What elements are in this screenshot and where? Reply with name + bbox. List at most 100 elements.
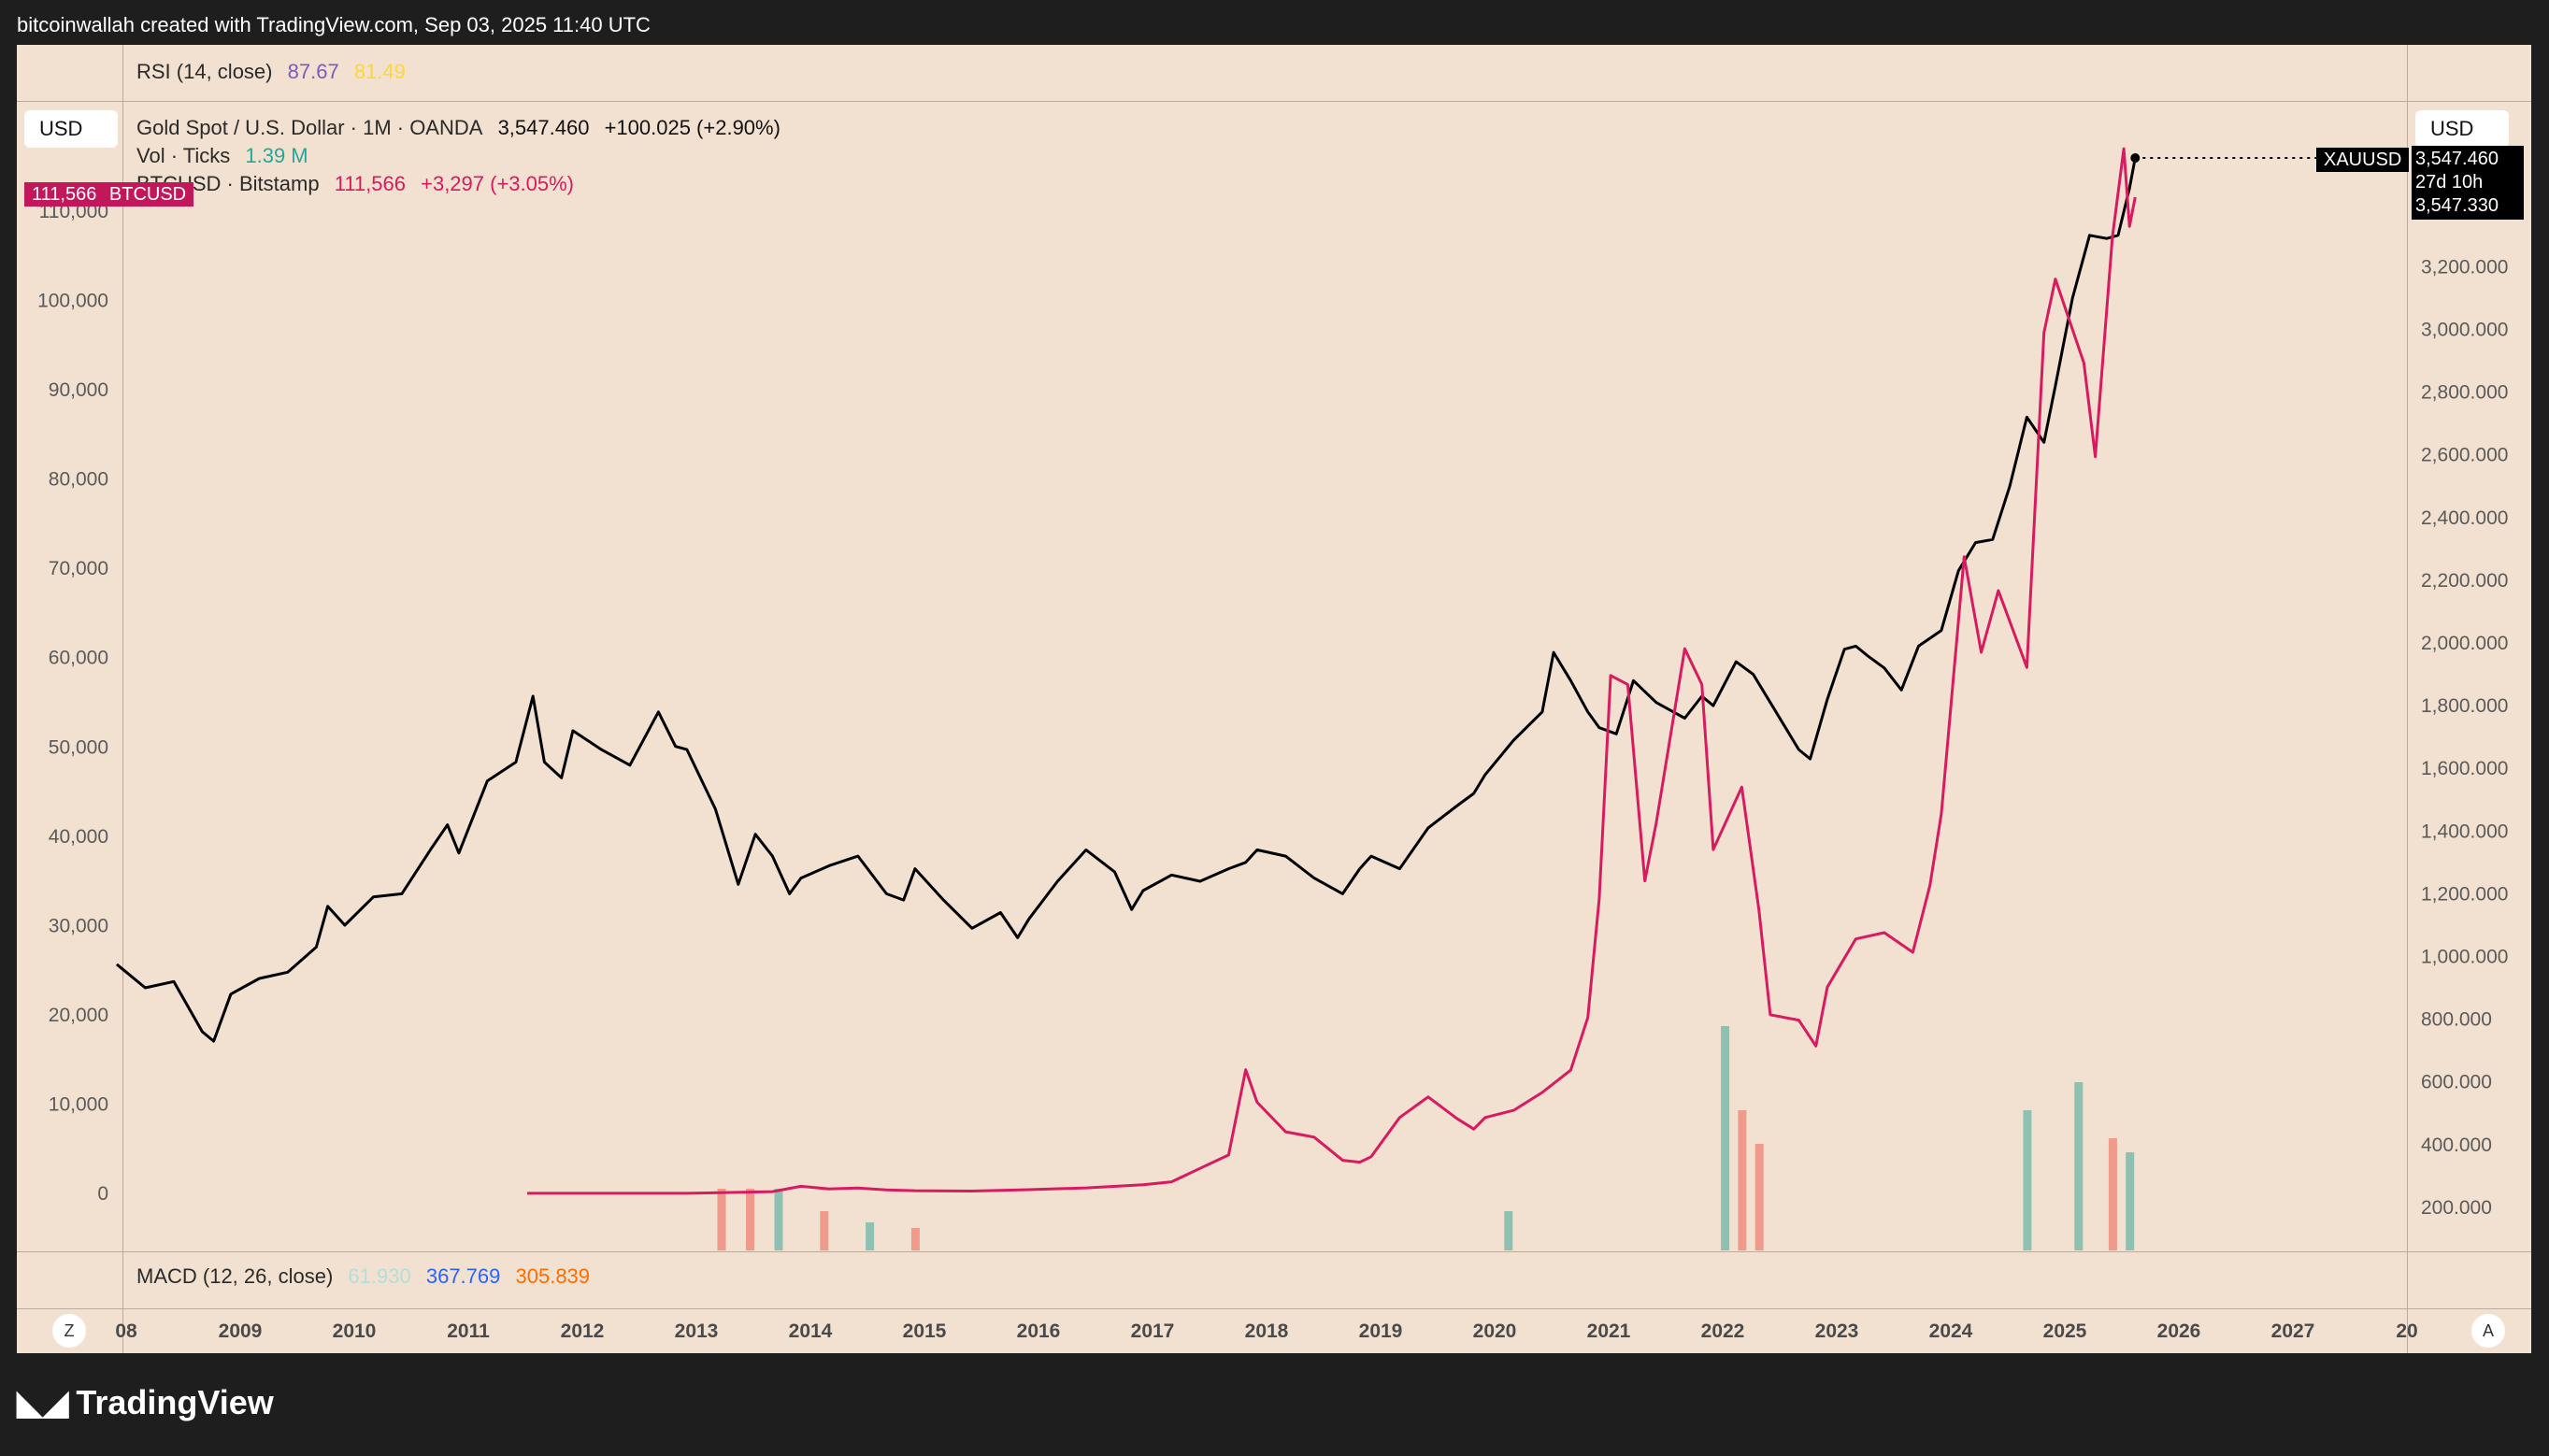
gold-tag-price: 3,547.460 [2415,149,2499,169]
btc-last-price: 111,566 [334,172,406,195]
gold-price-tag: 3,547.460 27d 10h 3,547.330 [2412,146,2524,220]
x-axis-tick: 2021 [1587,1320,1631,1342]
right-axis-tick: 1,200.000 [2421,883,2508,905]
x-axis-tick: 2014 [789,1320,833,1342]
right-axis-tick: 2,600.000 [2421,445,2508,466]
right-currency-button[interactable]: USD [2415,110,2509,148]
right-axis-tick: 1,800.000 [2421,695,2508,717]
x-axis-tick: 2015 [903,1320,947,1342]
zoom-z-button[interactable]: Z [52,1314,86,1348]
left-axis-tick: 40,000 [49,826,108,848]
tradingview-logo-icon: ◣◢ [17,1383,69,1421]
x-axis-tick: 2019 [1359,1320,1403,1342]
left-axis-tick: 100,000 [37,291,108,312]
right-axis-tick: 2,800.000 [2421,382,2508,404]
volume-bar [746,1189,754,1250]
right-axis-tick: 2,200.000 [2421,570,2508,592]
macd-pane-divider [17,1251,2531,1252]
volume-bar [2074,1082,2084,1250]
x-axis-tick: 2020 [1473,1320,1517,1342]
volume-bar [1721,1026,1730,1250]
macd-label: MACD (12, 26, close) [136,1264,334,1288]
btc-price-tag: 111,566 BTCUSD [24,182,194,207]
volume-bar [1504,1211,1513,1250]
volume-bar [717,1189,726,1250]
volume-bar [2126,1152,2135,1250]
x-axis-tick: 20 [2396,1320,2417,1342]
volume-bar [910,1228,920,1250]
price-chart[interactable]: 0 10,000 20,000 30,000 40,000 50,000 60,000 70,… [17,45,2531,1353]
gold-legend[interactable]: Gold Spot / U.S. Dollar · 1M · OANDA 3,5… [136,116,790,140]
left-axis-tick: 50,000 [49,736,108,758]
macd-legend[interactable]: MACD (12, 26, close) 61.930 367.769 305.… [136,1264,599,1289]
btc-change: +3,297 (+3.05%) [421,172,575,195]
tradingview-logo: ◣◢ TradingView [17,1383,274,1422]
series-line-xauusd [115,157,2137,1043]
logo-text: TradingView [76,1383,274,1421]
x-axis-tick: 2022 [1701,1320,1745,1342]
left-axis-divider [122,45,123,1353]
gold-title: Gold Spot / U.S. Dollar · 1M · OANDA [136,116,483,139]
macd-value-2: 367.769 [425,1264,501,1288]
volume-bar [1754,1144,1764,1250]
x-axis-tick: 2023 [1815,1320,1859,1342]
top-bar: bitcoinwallah created with TradingView.c… [0,0,2549,45]
volume-value: 1.39 M [245,144,308,167]
gold-symbol-tag: XAUUSD [2316,148,2410,172]
volume-bar [2108,1138,2117,1250]
x-axis-tick: 08 [115,1320,137,1342]
right-axis-tick: 600.000 [2421,1072,2492,1093]
right-axis-tick: 400.000 [2421,1135,2492,1156]
rsi-value-1: 87.67 [287,60,339,83]
right-axis-tick: 2,400.000 [2421,507,2508,529]
credit-text: bitcoinwallah created with TradingView.c… [17,13,651,36]
volume-bar [820,1211,829,1250]
gold-tag-symbol: XAUUSD [2324,150,2402,170]
rsi-value-2: 81.49 [353,60,406,83]
volume-bar [866,1222,875,1250]
x-axis-tick: 2026 [2157,1320,2201,1342]
left-axis-tick: 30,000 [49,915,108,936]
x-axis-tick: 2027 [2271,1320,2315,1342]
time-axis-divider [17,1308,2531,1309]
chart-frame: 0 10,000 20,000 30,000 40,000 50,000 60,000 70,… [17,45,2531,1353]
left-axis-tick: 10,000 [49,1093,108,1115]
x-axis-tick: 2017 [1131,1320,1175,1342]
gold-tag-price-2: 3,547.330 [2415,195,2499,216]
left-axis-tick: 90,000 [49,379,108,401]
volume-bar [2023,1110,2032,1250]
left-axis-tick: 70,000 [49,558,108,579]
left-axis-tick: 60,000 [49,648,108,669]
x-axis-tick: 2024 [1929,1320,1973,1342]
rsi-pane-divider [17,101,2531,102]
volume-bar [774,1189,783,1250]
left-axis-tick: 0 [97,1183,108,1205]
rsi-legend[interactable]: RSI (14, close) 87.67 81.49 [136,60,415,84]
gold-last-price: 3,547.460 [497,116,590,139]
btc-legend[interactable]: BTCUSD · Bitstamp 111,566 +3,297 (+3.05%… [136,172,583,196]
x-axis-tick: 2011 [447,1320,490,1342]
right-axis-tick: 2,000.000 [2421,633,2508,654]
right-axis-tick: 3,000.000 [2421,320,2508,341]
x-axis-tick: 2018 [1245,1320,1289,1342]
left-axis-tick: 20,000 [49,1005,108,1026]
x-axis-tick: 2013 [675,1320,719,1342]
volume-bar [1738,1110,1747,1250]
x-axis-tick: 2016 [1017,1320,1061,1342]
right-axis-tick: 800.000 [2421,1009,2492,1031]
gold-last-point [2130,152,2141,163]
left-currency-button[interactable]: USD [24,110,118,148]
right-axis-tick: 1,000.000 [2421,947,2508,968]
macd-value-1: 61.930 [348,1264,411,1288]
right-axis-tick: 200.000 [2421,1197,2492,1219]
macd-value-3: 305.839 [515,1264,591,1288]
x-axis-tick: 2012 [561,1320,605,1342]
x-axis-tick: 2010 [333,1320,377,1342]
gold-change: +100.025 (+2.90%) [604,116,780,139]
series-line-btcusd [527,147,2137,1195]
right-axis-tick: 3,200.000 [2421,256,2508,278]
btc-tag-symbol: BTCUSD [108,184,187,205]
rsi-label: RSI (14, close) [136,60,273,83]
auto-scale-button[interactable]: A [2471,1314,2505,1348]
volume-legend[interactable]: Vol · Ticks 1.39 M [136,144,318,168]
